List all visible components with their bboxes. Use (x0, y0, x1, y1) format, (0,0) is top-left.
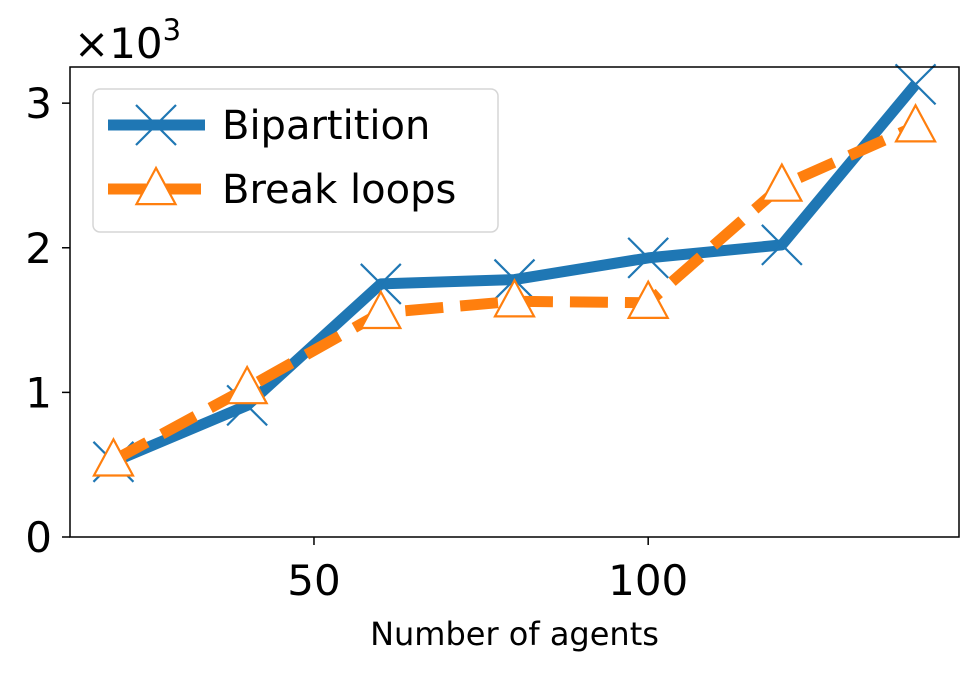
y-tick-label: 1 (25, 368, 52, 417)
x-tick-label: 100 (608, 556, 688, 605)
x-axis-label: Number of agents (370, 615, 659, 653)
legend-marker (134, 165, 178, 206)
data-point-1-6 (894, 102, 937, 143)
y-multiplier-base: ×10 (74, 19, 163, 68)
legend-marker (135, 104, 177, 146)
series-layer (92, 63, 937, 483)
data-point-0-4 (627, 237, 669, 279)
data-point-1-0 (92, 437, 135, 477)
data-point-0-2 (360, 263, 402, 305)
y-tick-label: 0 (25, 513, 52, 562)
data-point-1-3 (493, 277, 536, 318)
data-point-1-4 (626, 279, 670, 319)
plot-area-frame (69, 66, 960, 538)
axis-layer: 50 100 0 1 2 3 (25, 79, 688, 605)
data-point-1-2 (359, 289, 403, 330)
legend-label: Break loops (222, 167, 456, 213)
data-point-1-5 (760, 162, 804, 202)
y-multiplier-exponent: 3 (163, 13, 181, 47)
data-point-1-1 (225, 364, 269, 405)
legend-label: Bipartition (222, 103, 430, 149)
legend: Bipartition Break loops (92, 88, 499, 233)
series-1 (92, 102, 937, 477)
y-axis-multiplier: ×103 (74, 13, 181, 68)
data-point-0-6 (894, 63, 937, 106)
y-tick-label: 2 (25, 224, 52, 273)
y-tick-label: 3 (25, 79, 52, 128)
data-point-0-5 (761, 224, 803, 266)
x-tick-label: 50 (287, 556, 340, 605)
